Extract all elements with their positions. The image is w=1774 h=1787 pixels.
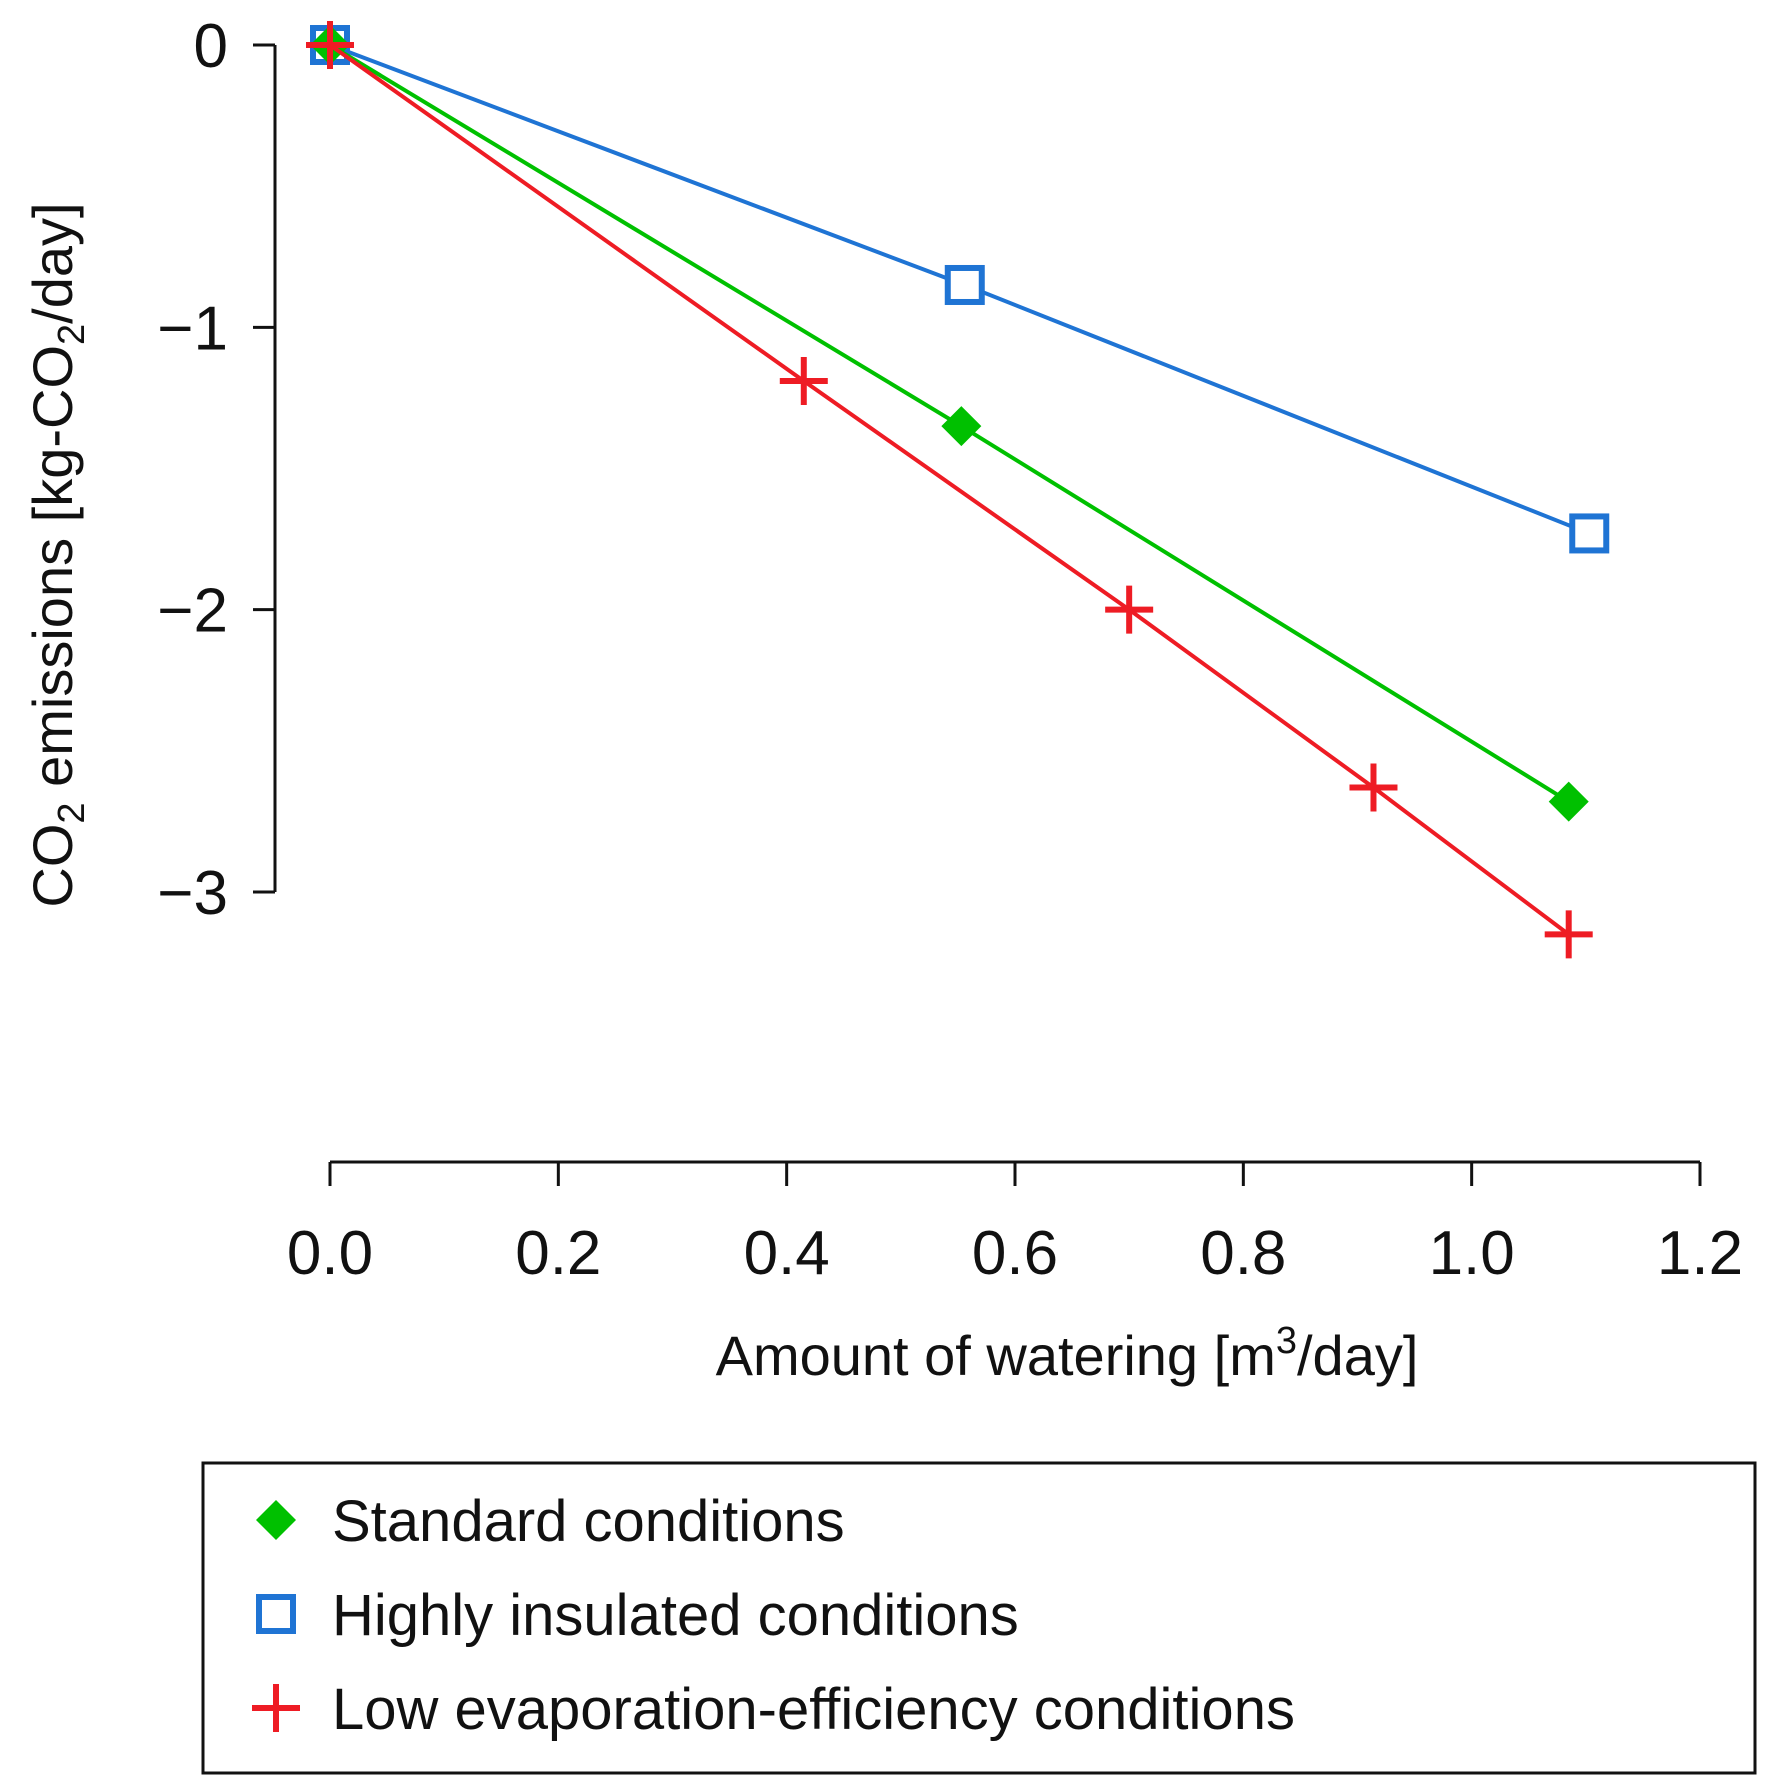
data-point-square-shape [944,264,985,305]
legend-square-icon-shape [256,1594,296,1634]
x-tick-label: 1.0 [1429,1219,1515,1288]
legend-diamond-icon-shape [256,1500,296,1540]
series-line-low-evaporation-efficiency-conditions [328,43,1570,936]
legend-label: Standard conditions [332,1489,845,1554]
y-tick-label: −2 [157,577,228,646]
data-point-diamond [1548,781,1589,822]
data-point-plus [1105,585,1154,634]
data-point-square [1569,513,1610,554]
data-point-plus [779,356,828,405]
x-tick-label: 0.0 [287,1219,373,1288]
data-point-diamond [941,406,982,447]
legend: Standard conditions Highly insulated cond… [201,1461,1757,1775]
data-point-diamond-shape [941,406,982,447]
x-tick-label: 1.2 [1657,1219,1743,1288]
y-axis: 0 −1 −2 −3 [157,12,277,928]
series-layer [306,21,1610,959]
x-tick-label: 0.8 [1200,1219,1286,1288]
legend-item-highly-insulated-conditions: Highly insulated conditions [256,1583,1019,1648]
legend-diamond-icon [256,1500,296,1540]
y-axis-title: CO2 emissions [kg-CO2/day] [21,202,93,907]
x-tick-label: 0.6 [972,1219,1058,1288]
legend-items: Standard conditions Highly insulated cond… [252,1489,1295,1742]
legend-label: Highly insulated conditions [332,1583,1019,1648]
legend-square-icon [256,1594,296,1634]
data-point-plus [306,21,354,69]
data-point-plus [1349,763,1398,812]
legend-label: Low evaporation-efficiency conditions [332,1677,1295,1742]
series-low-evaporation-efficiency-conditions [306,21,1593,959]
series-standard-conditions [310,25,1589,822]
x-tick-label: 0.2 [515,1219,601,1288]
legend-box [201,1461,1757,1775]
data-point-plus [1544,910,1593,959]
y-tick-label: −1 [157,294,228,363]
x-axis-title: Amount of watering [m3/day] [716,1320,1419,1387]
x-axis: 0.0 0.2 0.4 0.6 0.8 1.0 1.2 [287,1160,1743,1288]
x-tick-label: 0.4 [744,1219,830,1288]
data-point-diamond-shape [1548,781,1589,822]
data-point-square [944,264,985,305]
y-tick-label: 0 [194,12,228,81]
data-point-square-shape [1569,513,1610,554]
legend-plus-icon [252,1684,300,1732]
legend-item-low-evaporation-efficiency-conditions: Low evaporation-efficiency conditions [252,1677,1295,1742]
series-highly-insulated-conditions [310,25,1610,554]
legend-item-standard-conditions: Standard conditions [256,1489,845,1554]
y-tick-label: −3 [157,859,228,928]
